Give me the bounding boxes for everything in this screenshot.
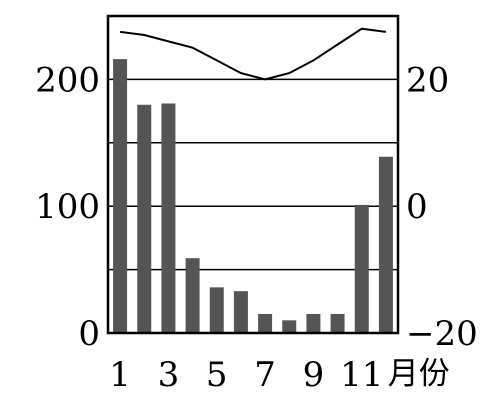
- bar-month-10: [330, 313, 345, 333]
- bar-month-11: [354, 204, 369, 333]
- left-y-axis: 0 100 200: [35, 60, 100, 354]
- bar-month-3: [161, 103, 176, 333]
- x-axis: 1 3 5 7 9 11: [109, 355, 383, 395]
- x-tick-label: 9: [303, 355, 325, 395]
- left-tick-label: 200: [35, 60, 100, 100]
- temperature-line: [119, 27, 387, 81]
- plot-frame: [106, 14, 400, 335]
- left-tick-label: 100: [35, 187, 100, 227]
- left-tick-label: 0: [78, 314, 100, 354]
- bar-month-12: [378, 156, 393, 333]
- x-tick-label: 3: [158, 355, 180, 395]
- bar-month-9: [306, 313, 321, 333]
- bar-month-4: [185, 258, 200, 333]
- x-tick-label: 1: [109, 355, 131, 395]
- bar-month-7: [258, 313, 273, 333]
- right-y-axis: −20 0 20: [406, 60, 478, 354]
- right-tick-label: −20: [406, 314, 478, 354]
- x-tick-label: 5: [206, 355, 228, 395]
- right-tick-label: 20: [406, 60, 449, 100]
- x-tick-label: 11: [340, 355, 383, 395]
- bar-month-5: [209, 287, 224, 333]
- gridlines: [108, 78, 398, 271]
- bar-month-6: [233, 291, 248, 333]
- bar-month-8: [282, 320, 297, 333]
- bar-month-2: [137, 104, 152, 333]
- x-axis-unit: 月份: [388, 356, 450, 392]
- precipitation-bars: [113, 59, 393, 333]
- bar-month-1: [113, 59, 128, 333]
- x-tick-label: 7: [254, 355, 276, 395]
- right-tick-label: 0: [406, 187, 428, 227]
